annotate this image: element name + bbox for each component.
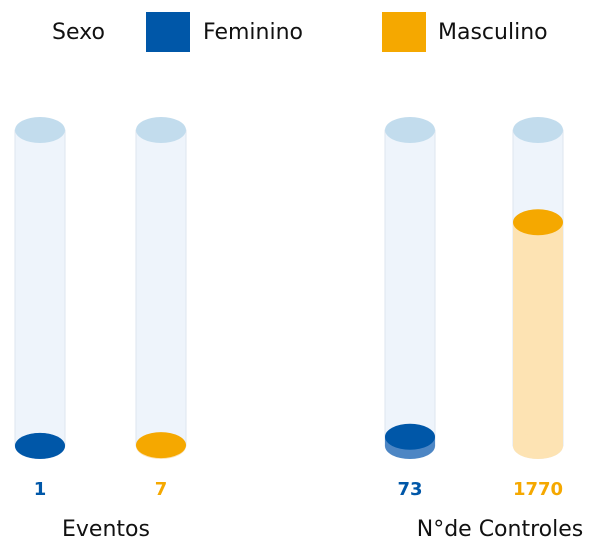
bar-top xyxy=(15,433,65,459)
legend-swatch xyxy=(382,12,426,52)
legend-label: Masculino xyxy=(438,20,548,45)
cylinder-body xyxy=(385,130,435,446)
bar xyxy=(513,222,563,446)
category-label: Eventos xyxy=(62,517,150,541)
value-label: 7 xyxy=(155,479,168,500)
cylinder-top xyxy=(385,117,435,143)
bar-top xyxy=(385,424,435,450)
bar-base xyxy=(513,433,563,459)
cylinder-top xyxy=(136,117,186,143)
cylinder-top xyxy=(15,117,65,143)
value-label: 1 xyxy=(34,479,47,500)
legend-swatch xyxy=(146,12,190,52)
bar-top xyxy=(513,209,563,235)
cylinder-body xyxy=(15,130,65,446)
cylinder-top xyxy=(513,117,563,143)
cylinder-body xyxy=(136,130,186,446)
value-label: 1770 xyxy=(513,479,563,500)
category-label: N°de Controles xyxy=(417,517,583,541)
bar-top xyxy=(136,432,186,458)
legend-label: Feminino xyxy=(203,20,303,45)
value-label: 73 xyxy=(397,479,422,500)
legend-title: Sexo xyxy=(52,20,105,45)
